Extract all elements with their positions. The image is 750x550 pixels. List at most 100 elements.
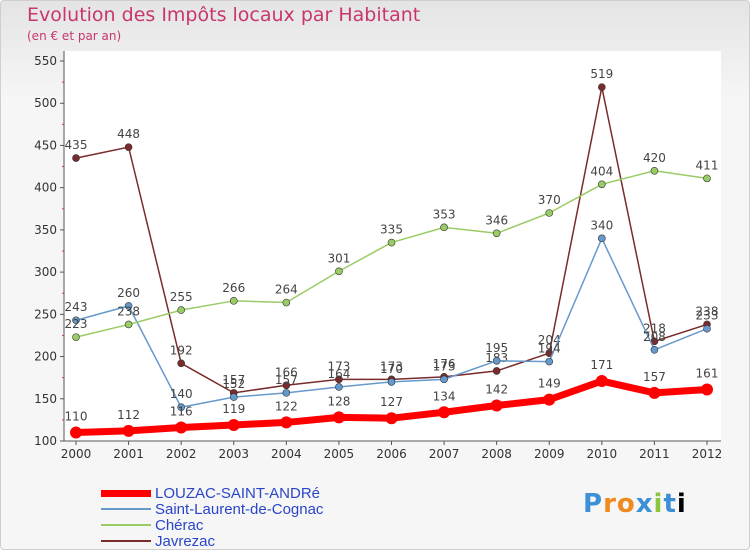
data-point: [70, 426, 82, 439]
data-label: 233: [696, 309, 719, 323]
data-label: 301: [327, 251, 350, 265]
data-point: [598, 83, 606, 91]
x-tick-label: 2005: [324, 447, 355, 461]
x-tick-label: 2006: [376, 447, 407, 461]
data-point: [545, 209, 554, 217]
data-label: 161: [696, 366, 719, 380]
data-label: 128: [327, 394, 350, 408]
data-point: [332, 411, 345, 424]
proxiti-logo: Proxiti: [583, 489, 687, 519]
x-tick-label: 2000: [61, 447, 92, 461]
data-point: [440, 223, 448, 232]
data-point: [72, 154, 80, 162]
data-point: [124, 320, 133, 329]
legend-swatch: [101, 524, 151, 526]
data-label: 420: [643, 151, 666, 165]
y-tick-label: 500: [34, 96, 57, 110]
data-label: 142: [485, 383, 508, 397]
data-point: [229, 393, 238, 401]
data-point: [229, 297, 238, 305]
data-point: [387, 378, 396, 386]
data-label: 149: [538, 377, 561, 391]
data-point: [335, 375, 343, 384]
data-point: [703, 174, 711, 183]
y-tick-label: 400: [34, 181, 57, 195]
data-label: 140: [170, 387, 193, 401]
data-label: 192: [170, 343, 193, 357]
legend-item: Saint-Laurent-de-Cognac: [101, 501, 323, 518]
data-label: 176: [433, 357, 456, 371]
legend-swatch: [101, 540, 151, 542]
data-label: 164: [327, 367, 350, 381]
data-point: [387, 238, 396, 247]
data-point: [492, 356, 501, 365]
legend-item: LOUZAC-SAINT-ANDRé: [101, 484, 323, 502]
data-label: 134: [433, 389, 456, 403]
y-tick-label: 200: [34, 350, 57, 364]
y-tick-label: 550: [34, 54, 57, 68]
data-point: [280, 416, 293, 429]
data-label: 173: [327, 359, 350, 373]
data-point: [177, 306, 185, 314]
data-label: 173: [433, 359, 456, 373]
data-label: 435: [65, 138, 88, 152]
x-tick-label: 2010: [587, 447, 618, 461]
data-point: [701, 383, 713, 396]
data-point: [124, 302, 133, 310]
data-label: 243: [65, 300, 88, 314]
data-label: 411: [696, 158, 719, 172]
data-label: 335: [380, 223, 403, 237]
x-tick-label: 2008: [481, 447, 512, 461]
data-point: [543, 393, 556, 406]
y-tick-label: 150: [34, 392, 57, 406]
data-point: [438, 406, 451, 419]
data-label: 448: [117, 127, 140, 141]
data-point: [72, 333, 80, 341]
data-label: 255: [170, 290, 193, 304]
data-label: 171: [590, 358, 613, 372]
data-point: [492, 367, 501, 375]
data-point: [650, 345, 659, 354]
data-point: [72, 316, 80, 325]
legend-label: Javrezac: [155, 532, 216, 550]
data-label: 119: [222, 402, 245, 416]
data-point: [385, 412, 398, 425]
chart-title: Evolution des Impôts locaux par Habitant: [27, 4, 421, 26]
data-label: 110: [65, 410, 88, 424]
legend-label: Chérac: [155, 516, 204, 534]
data-point: [545, 357, 554, 366]
x-tick-label: 2002: [166, 447, 197, 461]
y-tick-label: 100: [34, 434, 57, 448]
y-tick-label: 250: [34, 307, 57, 321]
data-point: [177, 359, 185, 368]
data-label: 370: [538, 193, 561, 207]
data-point: [648, 386, 661, 399]
legend-item: Javrezac: [101, 533, 323, 549]
data-point: [282, 381, 291, 390]
data-point: [335, 383, 343, 391]
data-label: 195: [485, 341, 508, 355]
legend-swatch: [101, 489, 151, 497]
data-label: 170: [380, 362, 403, 376]
legend-item: Chérac: [101, 516, 323, 534]
data-label: 346: [485, 213, 508, 227]
x-tick-label: 2012: [692, 447, 723, 461]
data-point: [227, 418, 240, 431]
y-tick-label: 450: [34, 138, 57, 152]
x-tick-label: 2011: [639, 447, 670, 461]
data-point: [335, 267, 343, 276]
chart-legend: LOUZAC-SAINT-ANDRé Saint-Laurent-de-Cogna…: [101, 485, 323, 549]
data-label: 157: [222, 373, 245, 387]
data-label: 353: [433, 207, 456, 221]
legend-swatch: [101, 508, 151, 510]
data-label: 116: [170, 404, 193, 418]
data-point: [598, 234, 606, 243]
data-label: 238: [117, 304, 140, 318]
legend-label: LOUZAC-SAINT-ANDRé: [155, 484, 321, 502]
data-point: [282, 389, 291, 397]
data-label: 157: [643, 370, 666, 384]
data-label: 266: [222, 281, 245, 295]
chart-subtitle: (en € et par an): [27, 29, 122, 43]
data-label: 157: [275, 373, 298, 387]
